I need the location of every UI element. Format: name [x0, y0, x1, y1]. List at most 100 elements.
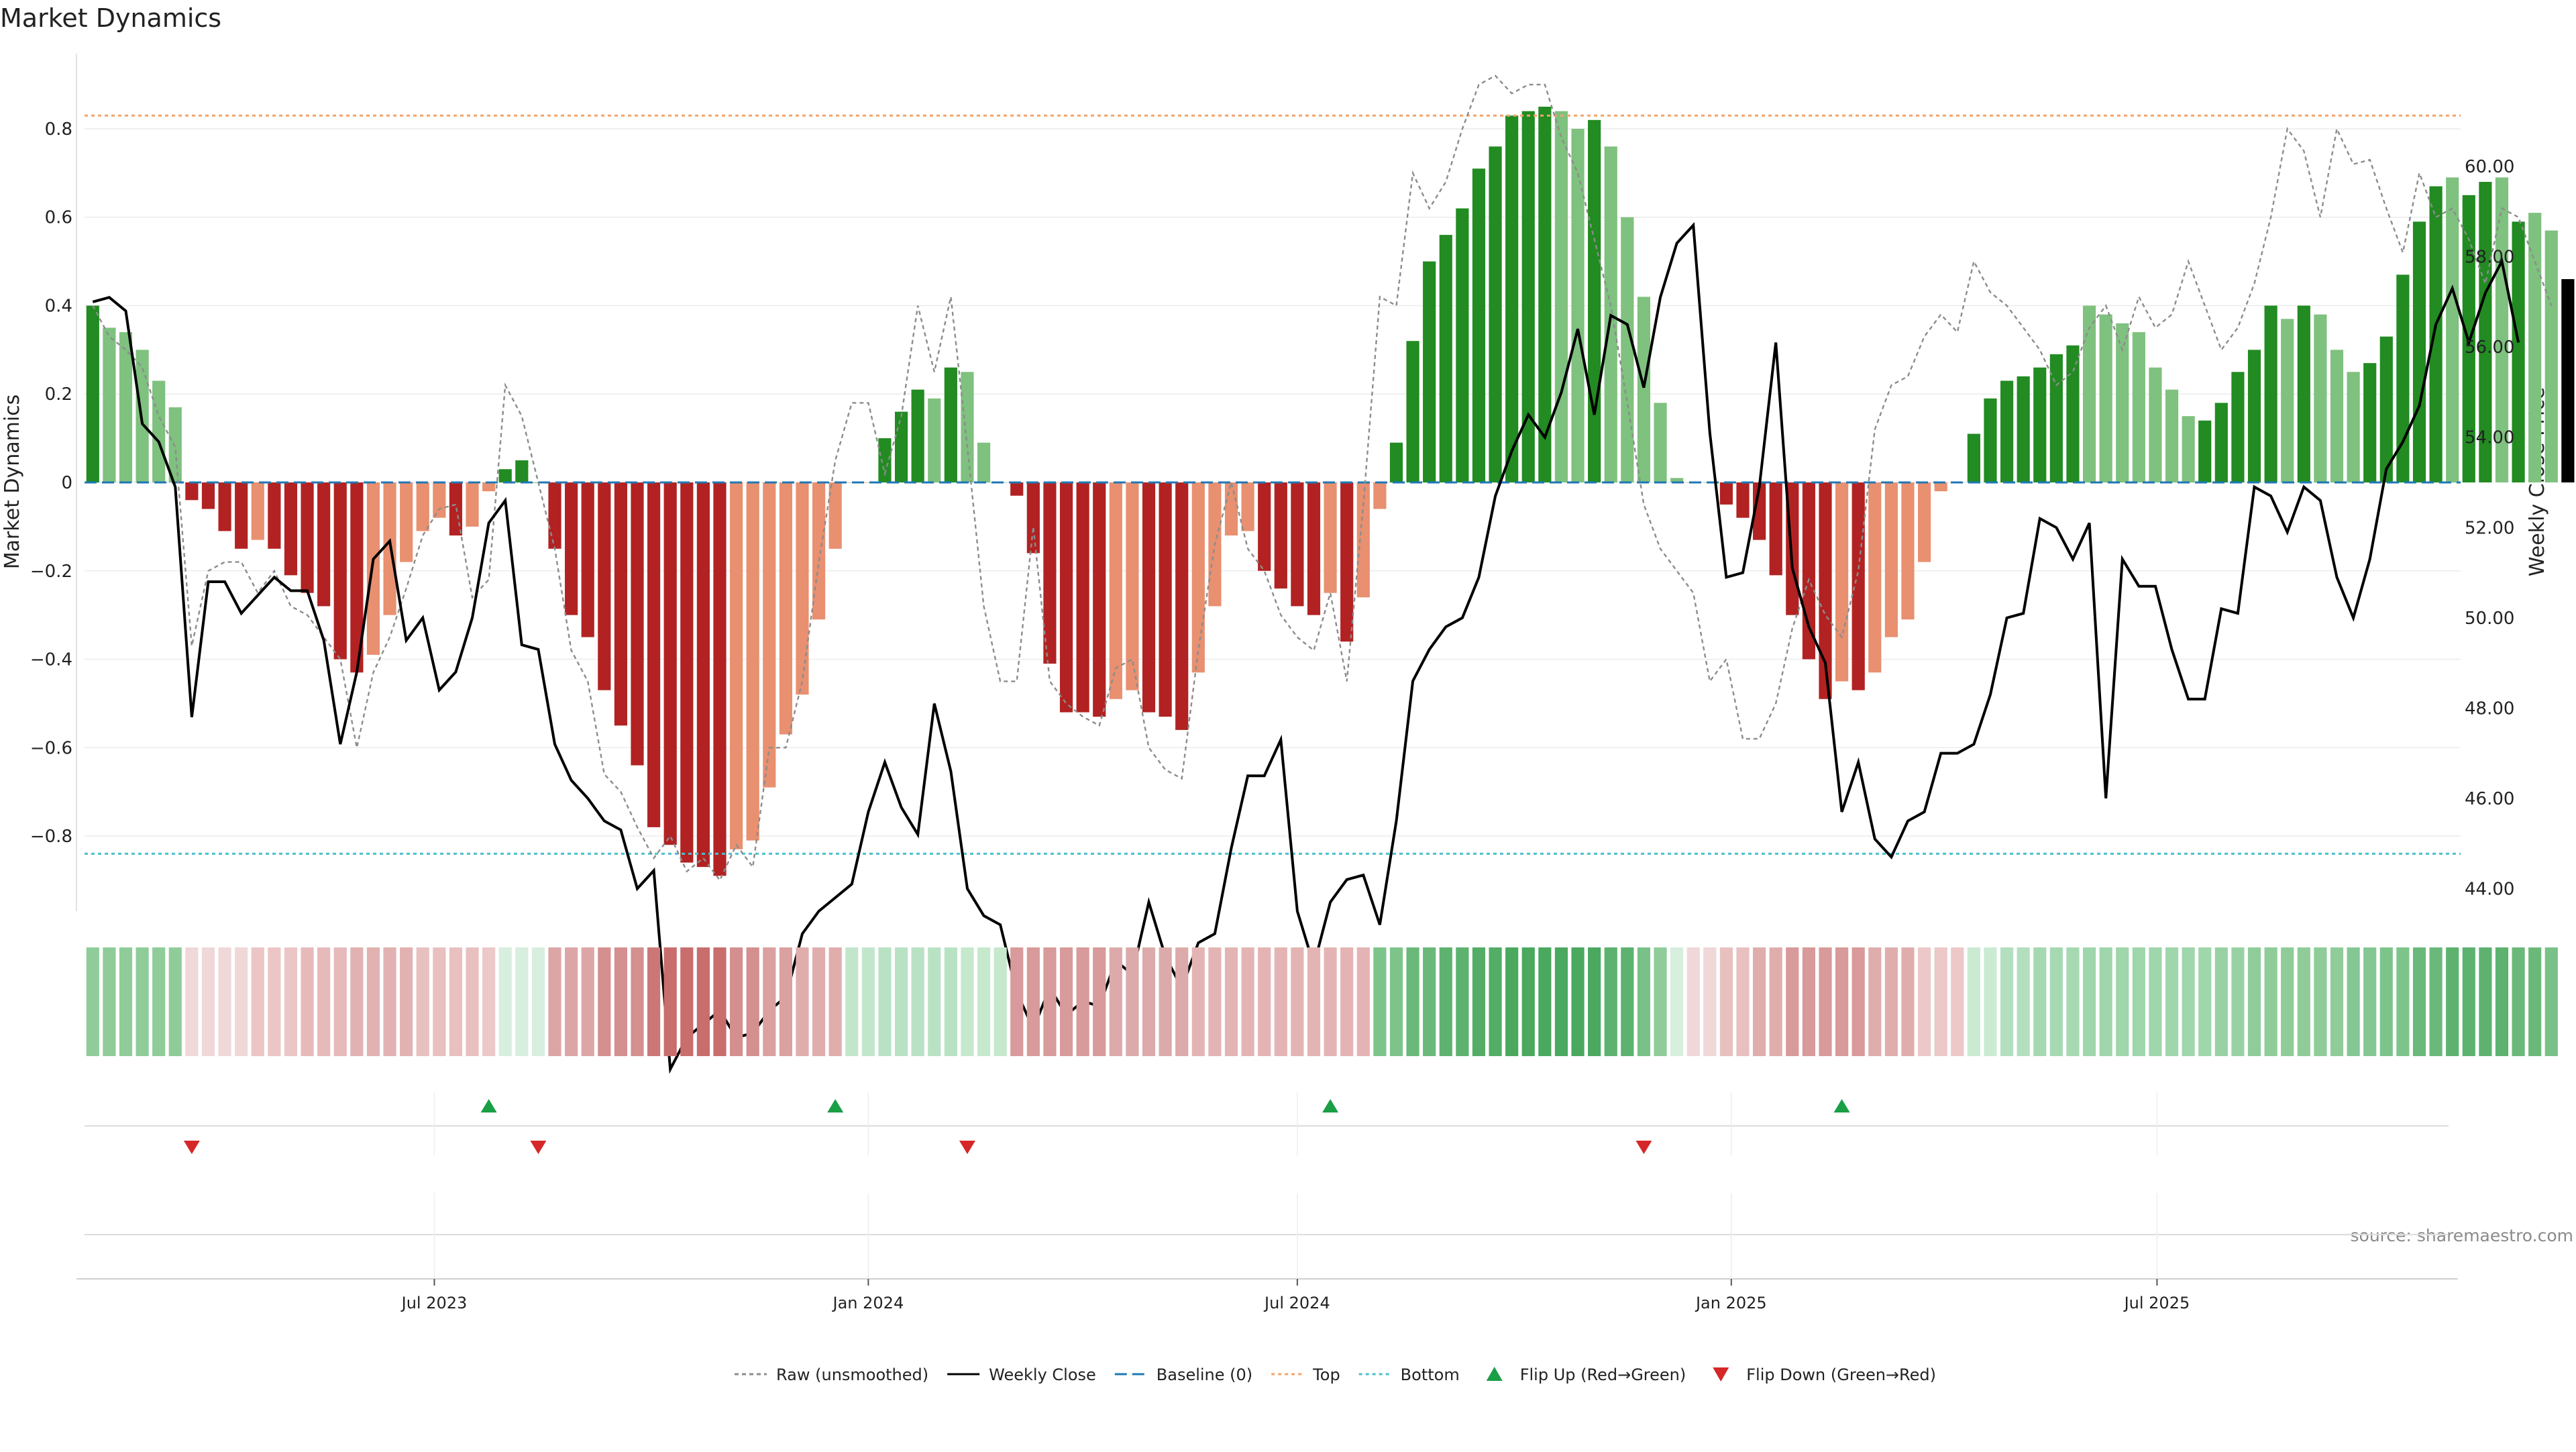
momentum-bar	[2347, 372, 2360, 482]
momentum-bar	[466, 482, 479, 527]
heat-cell	[2033, 947, 2047, 1056]
heat-cell	[2528, 947, 2542, 1056]
y-tick-label: −0.8	[30, 827, 72, 847]
heat-cell	[1621, 947, 1634, 1056]
gridlines	[85, 128, 2461, 837]
momentum-bar	[2132, 332, 2145, 482]
heat-cell	[449, 947, 463, 1056]
momentum-bar	[1109, 482, 1122, 699]
heat-cell	[2099, 947, 2112, 1056]
heat-cell	[366, 947, 380, 1056]
heat-cell	[2479, 947, 2492, 1056]
legend-label: Top	[1312, 1365, 1340, 1384]
y2-tick-label: 60.00	[2465, 157, 2514, 177]
momentum-bar	[498, 469, 512, 482]
heat-cell	[2116, 947, 2129, 1056]
heat-cell	[235, 947, 248, 1056]
heat-cell	[2363, 947, 2377, 1056]
momentum-bar	[2379, 336, 2393, 482]
heat-cell	[2198, 947, 2212, 1056]
y-tick-label: 0.2	[45, 384, 72, 405]
heat-cell	[1389, 947, 1403, 1056]
flip-up-marker	[480, 1099, 497, 1112]
heat-cell	[763, 947, 776, 1056]
heat-cell	[1703, 947, 1717, 1056]
heat-cell	[1521, 947, 1535, 1056]
momentum-bar	[2330, 350, 2344, 482]
heat-cell	[1356, 947, 1370, 1056]
weekly-close-line	[92, 221, 2520, 1074]
momentum-bar	[2149, 367, 2162, 482]
legend-entry: Flip Up (Red→Green)	[1486, 1365, 1686, 1384]
momentum-bar	[2049, 354, 2063, 482]
momentum-bar	[2198, 420, 2212, 482]
momentum-bar	[2512, 221, 2525, 482]
heat-cell	[1093, 947, 1106, 1056]
momentum-bar	[977, 442, 991, 482]
heat-cell	[251, 947, 264, 1056]
momentum-bar	[2396, 274, 2410, 482]
heat-cell	[2544, 947, 2558, 1056]
heat-cell	[1340, 947, 1354, 1056]
momentum-bar	[631, 482, 644, 766]
heat-cell	[317, 947, 331, 1056]
momentum-bar	[696, 482, 710, 868]
momentum-bar	[1241, 482, 1254, 531]
heat-cell	[961, 947, 974, 1056]
heat-cell	[994, 947, 1007, 1056]
momentum-bar	[1719, 482, 1733, 505]
axes: 0.8 0.6 0.4 0.2 0 −0.2 −0.4 −0.6 −0.8 60.00 58.00 5…	[30, 54, 2514, 911]
y-tick-label: 0.6	[45, 208, 72, 228]
flip-up-marker	[827, 1099, 844, 1112]
heat-cell	[136, 947, 149, 1056]
heat-cell	[663, 947, 677, 1056]
heat-cell	[333, 947, 347, 1056]
heat-cell	[2495, 947, 2509, 1056]
heat-cell	[383, 947, 396, 1056]
heat-cell	[565, 947, 578, 1056]
heat-cell	[845, 947, 859, 1056]
momentum-bar	[2116, 323, 2129, 482]
legend-entry: Top	[1271, 1365, 1340, 1384]
heat-cell	[2049, 947, 2063, 1056]
heat-cell	[2066, 947, 2080, 1056]
momentum-bar	[1456, 208, 1469, 482]
heat-cell	[1208, 947, 1222, 1056]
momentum-bar	[894, 411, 908, 482]
heat-cell	[1076, 947, 1089, 1056]
heat-cell	[2132, 947, 2145, 1056]
heat-cell	[1406, 947, 1419, 1056]
momentum-bar	[86, 305, 99, 482]
momentum-bar	[2000, 380, 2014, 482]
momentum-bar	[1621, 217, 1634, 482]
momentum-bar	[2544, 230, 2558, 482]
momentum-bar	[1654, 403, 1667, 482]
heat-cell	[1142, 947, 1156, 1056]
momentum-bar	[812, 482, 826, 620]
bar-series	[86, 107, 2575, 876]
momentum-bar	[366, 482, 380, 655]
heat-cell	[1554, 947, 1568, 1056]
heat-cell	[1224, 947, 1238, 1056]
momentum-bar	[647, 482, 661, 827]
heat-cell	[1686, 947, 1700, 1056]
momentum-bar	[1224, 482, 1238, 536]
heat-cell	[301, 947, 314, 1056]
momentum-bar	[1142, 482, 1156, 713]
y-tick-label: 0.8	[45, 119, 72, 140]
heat-cell	[1472, 947, 1486, 1056]
momentum-bar	[1917, 482, 1931, 562]
momentum-bar	[1026, 482, 1040, 554]
heat-cell	[103, 947, 116, 1056]
momentum-bar	[1819, 482, 1832, 699]
heat-cell	[2165, 947, 2179, 1056]
heat-cell	[1934, 947, 1947, 1056]
heat-cell	[1819, 947, 1832, 1056]
legend-label: Raw (unsmoothed)	[776, 1365, 928, 1384]
momentum-bar	[1373, 482, 1387, 509]
heat-cell	[119, 947, 133, 1056]
heat-cell	[515, 947, 529, 1056]
momentum-bar	[103, 327, 116, 482]
momentum-bar	[1554, 111, 1568, 483]
momentum-bar	[350, 482, 364, 673]
